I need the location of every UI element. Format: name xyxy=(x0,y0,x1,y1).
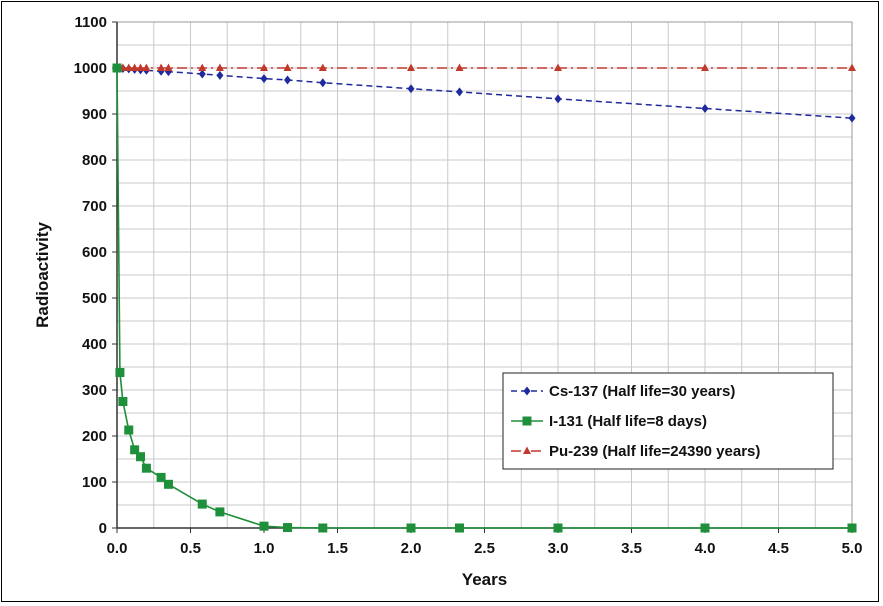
data-point xyxy=(554,94,562,104)
series-2 xyxy=(112,63,857,533)
data-point xyxy=(136,452,146,462)
data-point xyxy=(407,63,415,71)
data-point xyxy=(163,479,173,489)
y-tick-label: 800 xyxy=(82,152,107,169)
data-point xyxy=(848,113,856,123)
data-point xyxy=(124,63,133,71)
data-point xyxy=(136,63,145,71)
y-tick-label: 700 xyxy=(82,198,107,215)
data-point xyxy=(215,507,225,517)
data-point xyxy=(283,523,293,533)
data-point xyxy=(553,523,563,533)
x-tick-label: 4.5 xyxy=(768,540,789,557)
x-tick-label: 5.0 xyxy=(842,540,863,557)
data-point xyxy=(847,523,857,533)
data-point xyxy=(455,523,465,533)
data-point xyxy=(124,425,134,435)
y-tick-label: 200 xyxy=(82,428,107,445)
data-point xyxy=(156,472,166,482)
data-point xyxy=(118,397,128,406)
data-point xyxy=(198,69,206,79)
x-tick-label: 1.5 xyxy=(327,540,348,557)
data-point xyxy=(215,63,224,71)
y-tick-label: 600 xyxy=(82,244,107,261)
x-tick-label: 1.0 xyxy=(254,540,275,557)
legend-entry: I-131 (Half life=8 days) xyxy=(511,413,707,430)
legend-entry: Cs-137 (Half life=30 years) xyxy=(511,383,735,400)
data-point xyxy=(197,499,207,509)
data-point xyxy=(216,70,224,80)
y-tick-label: 100 xyxy=(82,474,107,491)
x-tick-label: 3.5 xyxy=(621,540,642,557)
y-tick-label: 0 xyxy=(99,520,107,537)
data-point xyxy=(283,63,292,71)
data-point xyxy=(164,63,173,71)
data-point xyxy=(260,74,268,84)
y-axis-label: Radioactivity xyxy=(33,222,52,328)
data-point xyxy=(141,463,151,473)
x-axis-ticks: 0.0 0.5 1.0 1.5 2.0 2.5 3.0 3.5 4.0 4.5 5.0 xyxy=(107,528,863,557)
data-point xyxy=(406,523,416,533)
data-point xyxy=(554,63,562,71)
data-point xyxy=(198,63,207,71)
x-tick-label: 0.0 xyxy=(107,540,128,557)
data-point xyxy=(318,523,328,533)
series-group xyxy=(112,63,857,533)
data-point xyxy=(112,63,122,73)
data-point xyxy=(848,63,856,71)
y-tick-label: 1000 xyxy=(74,60,107,77)
y-axis-ticks: 0 100 200 300 400 500 600 700 800 900 1000 1100 xyxy=(74,14,117,537)
legend-marker xyxy=(523,386,531,396)
data-point xyxy=(284,75,292,85)
data-point xyxy=(700,523,710,533)
data-point xyxy=(701,63,709,71)
legend-marker xyxy=(523,446,531,454)
legend-box xyxy=(502,372,834,470)
x-tick-label: 0.5 xyxy=(180,540,201,557)
x-tick-label: 2.5 xyxy=(474,540,495,557)
x-tick-label: 4.0 xyxy=(695,540,716,557)
data-point xyxy=(259,521,269,531)
legend-entry: Pu-239 (Half life=24390 years) xyxy=(511,443,760,460)
x-tick-label: 2.0 xyxy=(401,540,422,557)
y-tick-label: 500 xyxy=(82,290,107,307)
data-point xyxy=(455,63,464,71)
data-point xyxy=(407,84,415,94)
x-tick-label: 3.0 xyxy=(548,540,569,557)
data-point xyxy=(130,63,139,71)
legend-marker xyxy=(522,416,532,426)
y-tick-label: 300 xyxy=(82,382,107,399)
legend-label: I-131 (Half life=8 days) xyxy=(549,413,707,430)
data-point xyxy=(456,87,464,97)
data-point xyxy=(142,63,151,71)
data-point xyxy=(260,63,268,71)
data-point xyxy=(701,103,709,113)
data-point xyxy=(319,78,327,88)
legend: Cs-137 (Half life=30 years) I-131 (Half l… xyxy=(502,372,834,470)
data-point xyxy=(318,63,327,71)
data-point xyxy=(157,63,166,71)
legend-label: Cs-137 (Half life=30 years) xyxy=(549,383,735,400)
legend-label: Pu-239 (Half life=24390 years) xyxy=(549,443,760,460)
data-point xyxy=(115,368,125,378)
x-axis-label: Years xyxy=(462,570,507,589)
data-point xyxy=(130,445,140,455)
y-tick-label: 1100 xyxy=(74,14,107,31)
y-tick-label: 900 xyxy=(82,106,107,123)
y-tick-label: 400 xyxy=(82,336,107,353)
